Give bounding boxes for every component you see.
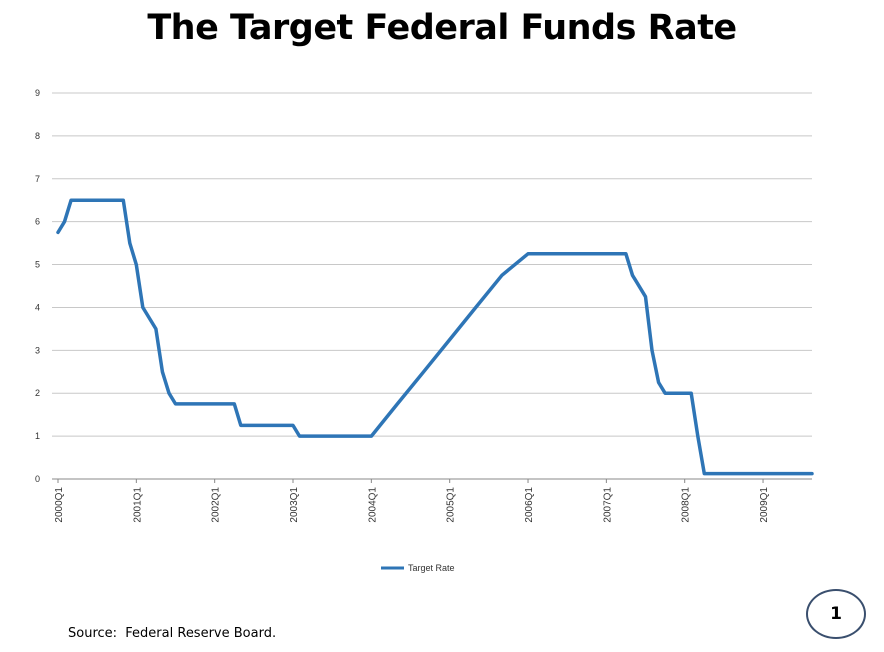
y-tick-label: 7 bbox=[35, 174, 40, 184]
y-tick-label: 6 bbox=[35, 217, 40, 227]
y-tick-label: 4 bbox=[35, 302, 40, 312]
y-tick-label: 8 bbox=[35, 131, 40, 141]
x-tick-label: 2003Q1 bbox=[289, 487, 300, 523]
y-tick-labels: 0 1 2 3 4 5 6 7 8 9 bbox=[35, 88, 40, 484]
x-tick-label: 2006Q1 bbox=[524, 487, 535, 523]
x-tick-label: 2007Q1 bbox=[602, 487, 613, 523]
page-number-badge: 1 bbox=[806, 589, 866, 639]
page-number: 1 bbox=[830, 604, 842, 624]
page-title: The Target Federal Funds Rate bbox=[147, 8, 737, 48]
series-layer bbox=[56, 198, 814, 476]
legend-label: Target Rate bbox=[408, 563, 455, 573]
y-tick-label: 3 bbox=[35, 345, 40, 355]
x-tick-labels: 2000Q1 2001Q1 2002Q1 2003Q1 2004Q1 2005Q1 2006… bbox=[54, 487, 770, 523]
grid-lines bbox=[52, 92, 812, 437]
x-tick-label: 2009Q1 bbox=[759, 487, 770, 523]
x-tick-label: 2008Q1 bbox=[681, 487, 692, 523]
source-note: Source: Federal Reserve Board. bbox=[68, 626, 277, 641]
series-line-target-rate bbox=[56, 198, 814, 476]
x-tick-label: 2005Q1 bbox=[446, 487, 457, 523]
y-tick-label: 5 bbox=[35, 260, 40, 270]
y-tick-label: 9 bbox=[35, 88, 40, 98]
y-tick-label: 1 bbox=[35, 431, 40, 441]
x-tick-label: 2000Q1 bbox=[54, 487, 65, 523]
x-tick-label: 2004Q1 bbox=[367, 487, 378, 523]
y-tick-label: 0 bbox=[35, 474, 40, 484]
axes bbox=[52, 478, 812, 483]
x-tick-label: 2001Q1 bbox=[132, 487, 143, 523]
y-tick-label: 2 bbox=[35, 388, 40, 398]
x-tick-label: 2002Q1 bbox=[211, 487, 222, 523]
legend: Target Rate bbox=[381, 563, 455, 573]
